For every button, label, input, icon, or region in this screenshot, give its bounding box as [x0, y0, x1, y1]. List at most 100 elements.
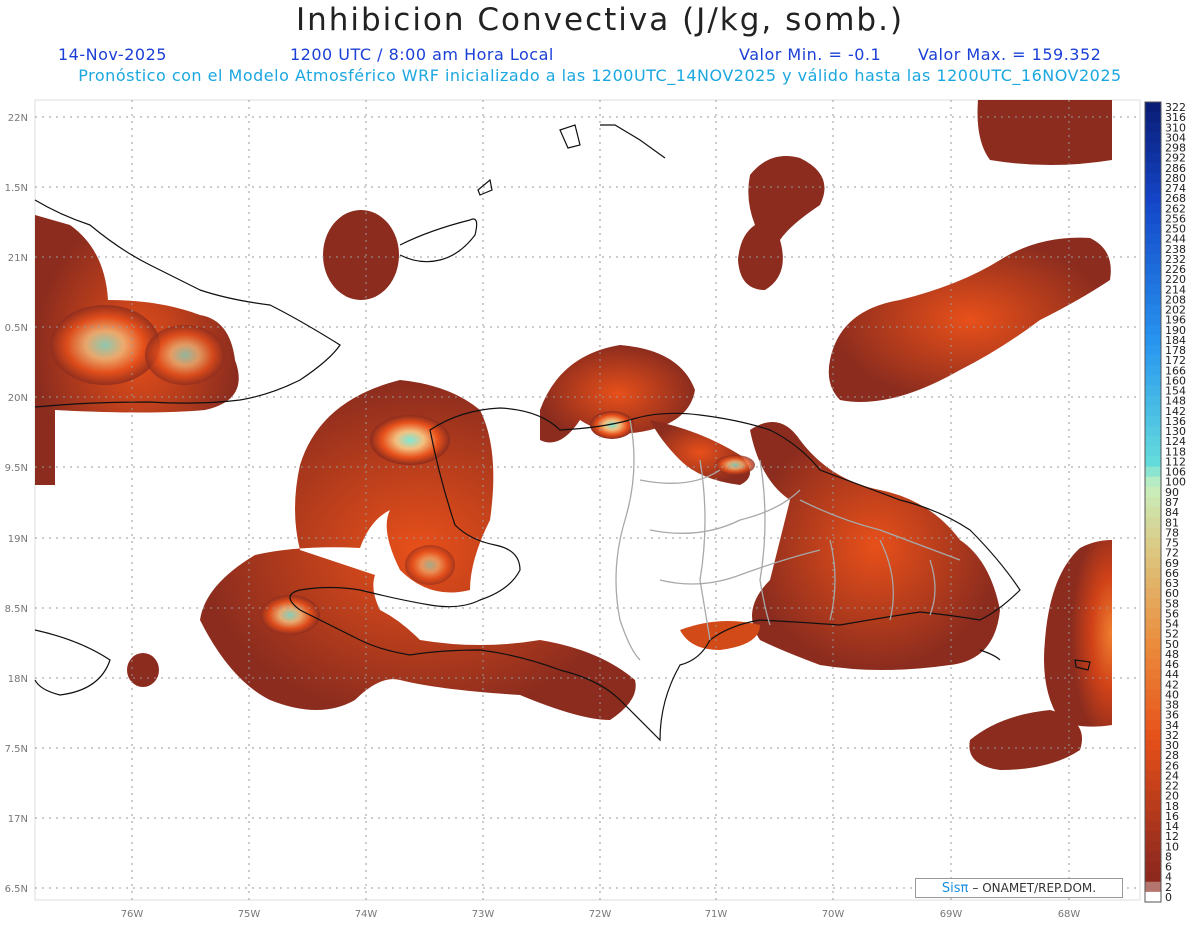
- colorbar-label: 208: [1165, 293, 1186, 306]
- colorbar-label: 100: [1165, 476, 1186, 489]
- colorbar-swatch: [1145, 213, 1161, 225]
- colorbar-label: 18: [1165, 800, 1179, 813]
- colorbar-swatch: [1145, 679, 1161, 690]
- colorbar-swatch: [1145, 466, 1161, 478]
- colorbar-swatch: [1145, 598, 1161, 609]
- colorbar-label: 136: [1165, 415, 1186, 428]
- colorbar-label: 50: [1165, 638, 1179, 651]
- colorbar-label: 46: [1165, 658, 1179, 671]
- colorbar-label: 24: [1165, 769, 1179, 782]
- colorbar-label: 8: [1165, 850, 1172, 863]
- colorbar-swatch: [1145, 476, 1161, 488]
- colorbar-label: 220: [1165, 273, 1186, 286]
- colorbar-label: 22: [1165, 780, 1179, 793]
- colorbar-swatch: [1145, 264, 1161, 275]
- lat-label: 19N: [8, 534, 28, 545]
- colorbar-swatch: [1145, 415, 1161, 427]
- colorbar-label: 310: [1165, 121, 1186, 134]
- colorbar-label: 14: [1165, 820, 1179, 833]
- colorbar-swatch: [1145, 172, 1161, 184]
- colorbar-swatch: [1145, 831, 1161, 842]
- colorbar-swatch: [1145, 365, 1161, 376]
- colorbar-label: 262: [1165, 202, 1186, 215]
- colorbar-label: 42: [1165, 678, 1179, 691]
- lat-label: 22N: [8, 113, 28, 124]
- colorbar-swatch: [1145, 122, 1161, 133]
- colorbar-label: 72: [1165, 547, 1179, 560]
- value-min: Valor Min. = -0.1: [739, 45, 882, 64]
- colorbar-swatch: [1145, 496, 1161, 508]
- colorbar-swatch: [1145, 699, 1161, 711]
- colorbar-swatch: [1145, 334, 1161, 346]
- colorbar-label: 10: [1165, 840, 1179, 853]
- credit-box: Sisπ – ONAMET/REP.DOM.: [915, 878, 1123, 898]
- colorbar-label: 38: [1165, 699, 1179, 712]
- lon-label: 71W: [705, 909, 728, 920]
- map-frame: [34, 99, 1141, 901]
- colorbar-label: 32: [1165, 729, 1179, 742]
- lat-label: 1.5N: [5, 183, 28, 194]
- colorbar-label: 118: [1165, 445, 1186, 458]
- colorbar-swatch: [1145, 608, 1161, 619]
- lat-label: 20N: [8, 393, 28, 404]
- colorbar-swatch: [1145, 112, 1161, 123]
- colorbar-label: 20: [1165, 790, 1179, 803]
- colorbar-swatch: [1145, 729, 1161, 741]
- colorbar-swatch: [1145, 547, 1161, 559]
- colorbar-labels: 3223163103042982922862802742682622562502…: [1165, 101, 1186, 904]
- colorbar-swatch: [1145, 507, 1161, 518]
- colorbar-swatch: [1145, 638, 1161, 650]
- colorbar-label: 28: [1165, 749, 1179, 762]
- colorbar-swatch: [1145, 891, 1161, 903]
- colorbar-label: 106: [1165, 466, 1186, 479]
- colorbar-label: 90: [1165, 486, 1179, 499]
- colorbar-label: 178: [1165, 344, 1186, 357]
- colorbar-label: 250: [1165, 223, 1186, 236]
- colorbar-label: 286: [1165, 162, 1186, 175]
- colorbar-label: 244: [1165, 233, 1186, 246]
- colorbar-swatch: [1145, 345, 1161, 356]
- colorbar-swatch: [1145, 395, 1161, 407]
- colorbar-swatch: [1145, 567, 1161, 579]
- colorbar-label: 316: [1165, 111, 1186, 124]
- colorbar-label: 184: [1165, 334, 1186, 347]
- colorbar-swatch: [1145, 851, 1161, 862]
- colorbar-label: 34: [1165, 719, 1179, 732]
- lat-label: 18N: [8, 674, 28, 685]
- colorbar-label: 54: [1165, 618, 1179, 631]
- colorbar-swatch: [1145, 243, 1161, 255]
- colorbar-label: 44: [1165, 668, 1179, 681]
- colorbar-swatch: [1145, 294, 1161, 306]
- colorbar-label: 322: [1165, 101, 1186, 114]
- map-gridlines: [35, 100, 1140, 900]
- colorbar-label: 87: [1165, 496, 1179, 509]
- lon-label: 70W: [822, 909, 845, 920]
- colorbar-label: 40: [1165, 688, 1179, 701]
- colorbar-label: 16: [1165, 810, 1179, 823]
- colorbar-swatch: [1145, 193, 1161, 204]
- lat-label: 0.5N: [5, 323, 28, 334]
- colorbar-swatch: [1145, 557, 1161, 569]
- colorbar-swatch: [1145, 750, 1161, 761]
- colorbar-swatch: [1145, 142, 1161, 154]
- colorbar-label: 78: [1165, 526, 1179, 539]
- colorbar-swatch: [1145, 689, 1161, 700]
- colorbar-swatch: [1145, 274, 1161, 285]
- colorbar-swatch: [1145, 709, 1161, 721]
- colorbar-swatch: [1145, 486, 1161, 498]
- colorbar-label: 52: [1165, 628, 1179, 641]
- colorbar-swatch: [1145, 739, 1161, 751]
- colorbar: 3223163103042982922862802742682622562502…: [1144, 101, 1186, 904]
- colorbar-label: 256: [1165, 212, 1186, 225]
- colorbar-swatch: [1145, 669, 1161, 680]
- colorbar-swatch: [1145, 881, 1161, 893]
- colorbar-swatch: [1145, 223, 1161, 235]
- colorbar-swatch: [1145, 618, 1161, 630]
- forecast-time: 1200 UTC / 8:00 am Hora Local: [290, 45, 554, 64]
- credit-text: – ONAMET/REP.DOM.: [972, 881, 1097, 895]
- colorbar-swatch: [1145, 304, 1161, 316]
- colorbar-swatch: [1145, 648, 1161, 660]
- colorbar-label: 58: [1165, 597, 1179, 610]
- lat-label: 8.5N: [5, 604, 28, 615]
- colorbar-label: 268: [1165, 192, 1186, 205]
